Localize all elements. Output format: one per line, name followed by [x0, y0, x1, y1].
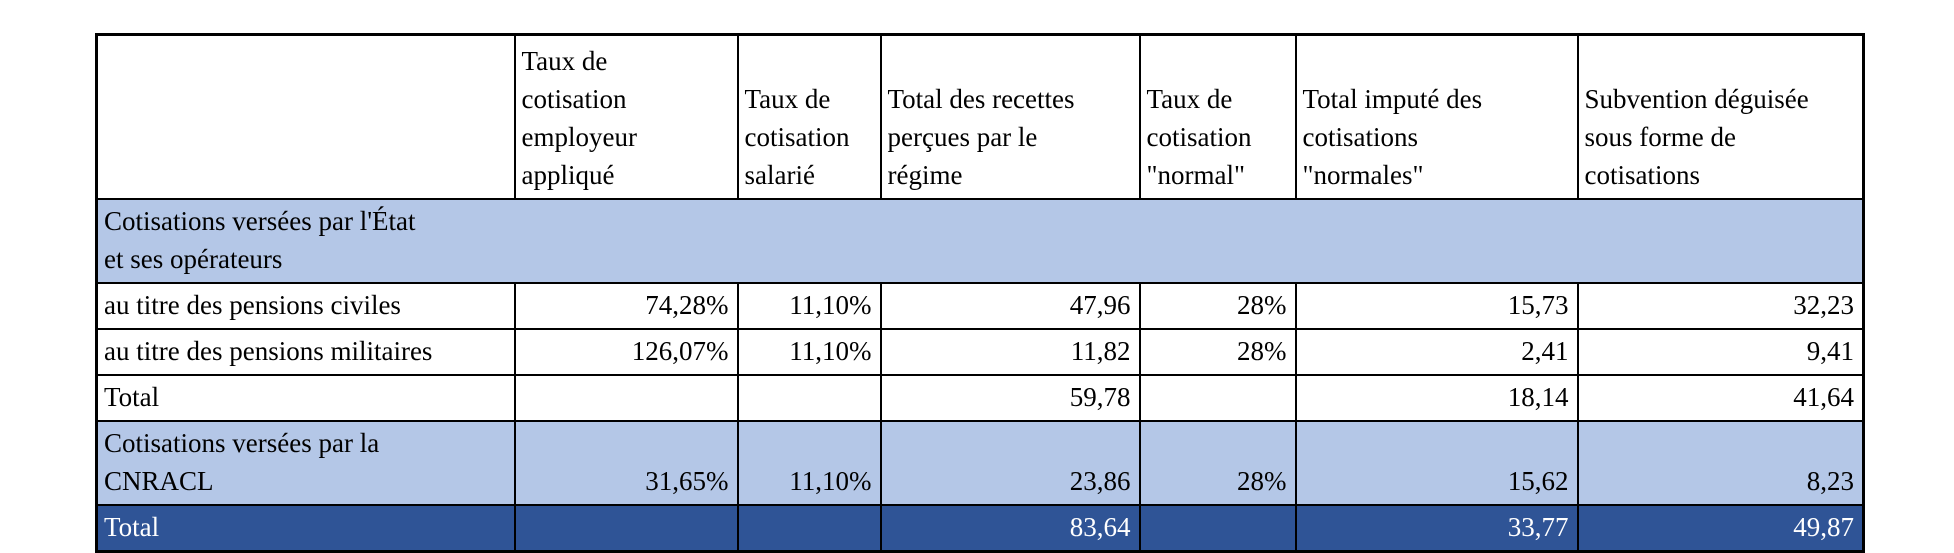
row-label: au titre des pensions militaires: [95, 327, 516, 376]
header-total-recettes: Total des recettes perçues par le régime: [879, 33, 1141, 200]
cell-total-recettes: 23,86: [879, 419, 1141, 506]
cell-taux-normal: [1138, 373, 1297, 422]
cell-total-impute: 18,14: [1294, 373, 1579, 422]
row-label: Cotisations versées par la CNRACL: [95, 419, 516, 506]
header-empty-cell: [95, 33, 516, 200]
cell-taux-normal: 28%: [1138, 419, 1297, 506]
table-row-cnracl: Cotisations versées par la CNRACL 31,65%…: [95, 419, 1865, 506]
table-row-grand-total: Total 83,64 33,77 49,87: [95, 503, 1865, 552]
cell-taux-normal: 28%: [1138, 281, 1297, 330]
header-taux-salarie: Taux de cotisation salarié: [736, 33, 882, 200]
contributions-table: Taux de cotisation employeur appliqué Ta…: [95, 33, 1865, 553]
cell-subvention: 8,23: [1576, 419, 1865, 506]
cell-taux-salarie: 11,10%: [736, 281, 882, 330]
header-subvention: Subvention déguisée sous forme de cotisa…: [1576, 33, 1865, 200]
cell-taux-salarie: [736, 503, 882, 552]
cell-total-impute: 15,73: [1294, 281, 1579, 330]
header-taux-employeur: Taux de cotisation employeur appliqué: [513, 33, 739, 200]
cell-subvention: 32,23: [1576, 281, 1865, 330]
cell-taux-employeur: 74,28%: [513, 281, 739, 330]
cell-taux-salarie: 11,10%: [736, 419, 882, 506]
cell-total-impute: 15,62: [1294, 419, 1579, 506]
cell-taux-normal: [1138, 503, 1297, 552]
cell-total-recettes: 83,64: [879, 503, 1141, 552]
table-row-pensions-civiles: au titre des pensions civiles 74,28% 11,…: [95, 281, 1865, 330]
cell-total-impute: 33,77: [1294, 503, 1579, 552]
cell-taux-employeur: [513, 503, 739, 552]
section-header-row-etat: Cotisations versées par l'État et ses op…: [95, 197, 1865, 284]
contributions-table-container: Taux de cotisation employeur appliqué Ta…: [95, 33, 1865, 553]
cell-subvention: 9,41: [1576, 327, 1865, 376]
section-label-etat: Cotisations versées par l'État et ses op…: [95, 197, 1865, 284]
cell-total-recettes: 59,78: [879, 373, 1141, 422]
header-taux-normal: Taux de cotisation "normal": [1138, 33, 1297, 200]
table-row-pensions-militaires: au titre des pensions militaires 126,07%…: [95, 327, 1865, 376]
cell-taux-salarie: [736, 373, 882, 422]
cell-total-impute: 2,41: [1294, 327, 1579, 376]
table-header-row: Taux de cotisation employeur appliqué Ta…: [95, 33, 1865, 200]
row-label: Total: [95, 373, 516, 422]
cell-taux-employeur: 126,07%: [513, 327, 739, 376]
cell-subvention: 49,87: [1576, 503, 1865, 552]
header-total-impute: Total imputé des cotisations "normales": [1294, 33, 1579, 200]
cell-taux-employeur: [513, 373, 739, 422]
row-label: Total: [95, 503, 516, 552]
cell-taux-employeur: 31,65%: [513, 419, 739, 506]
cell-subvention: 41,64: [1576, 373, 1865, 422]
cell-taux-normal: 28%: [1138, 327, 1297, 376]
cell-total-recettes: 47,96: [879, 281, 1141, 330]
table-row-subtotal-etat: Total 59,78 18,14 41,64: [95, 373, 1865, 422]
cell-taux-salarie: 11,10%: [736, 327, 882, 376]
cell-total-recettes: 11,82: [879, 327, 1141, 376]
row-label: au titre des pensions civiles: [95, 281, 516, 330]
